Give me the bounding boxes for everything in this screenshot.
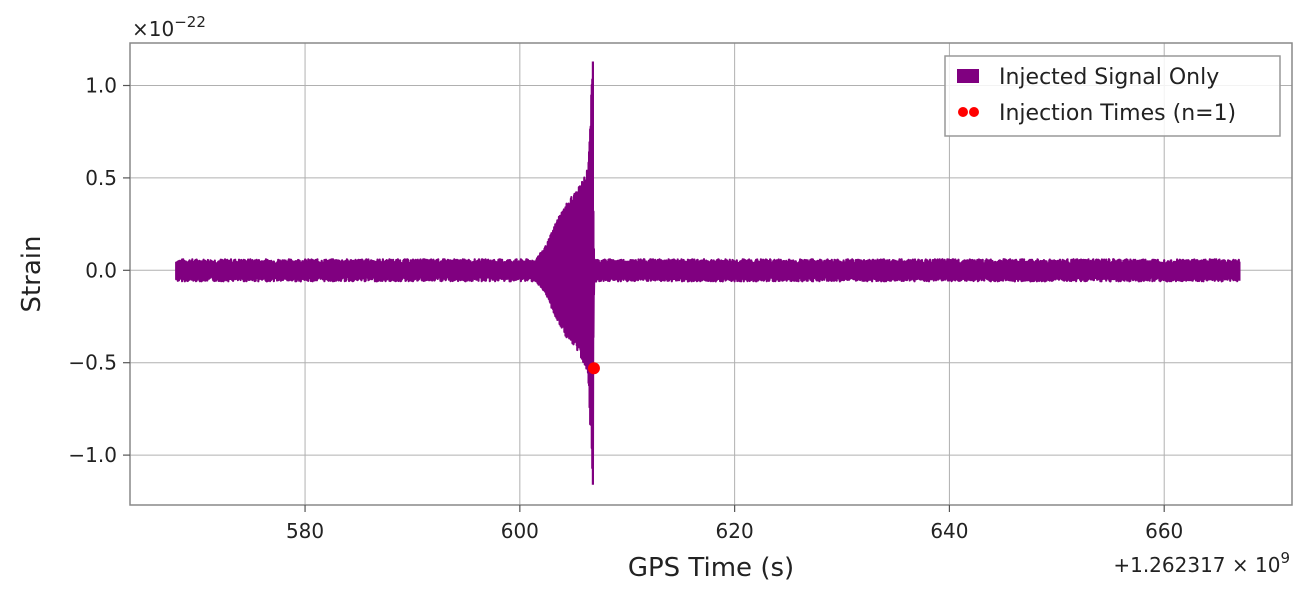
y-tick-label: 0.5 [85,166,117,190]
injection-point [587,362,600,375]
y-axis-label: Strain [17,235,47,312]
legend: Injected Signal Only Injection Times (n=… [944,55,1281,137]
series-layer [175,61,1241,485]
x-tick-label: 600 [501,519,539,543]
legend-label-signal: Injected Signal Only [999,65,1219,90]
x-ticks: 580 600 620 640 660 [286,505,1183,543]
y-multiplier: ×10−22 [132,13,206,41]
legend-marker-injection-b [969,107,979,117]
x-offset: +1.262317 × 109 [1113,549,1290,577]
y-tick-label: 0.0 [85,258,117,282]
x-tick-label: 580 [286,519,324,543]
plot-frame [129,42,1293,506]
y-tick-label: 1.0 [85,74,117,98]
legend-marker-injection-a [958,107,968,117]
x-axis-label: GPS Time (s) [628,553,794,583]
legend-swatch-signal [957,69,979,83]
x-tick-label: 640 [930,519,968,543]
y-ticks: 1.0 0.5 0.0 −0.5 −1.0 [68,74,130,467]
x-tick-label: 660 [1145,519,1183,543]
legend-box [944,55,1281,137]
x-tick-label: 620 [716,519,754,543]
signal-series-line [175,61,1241,485]
y-tick-label: −0.5 [68,351,117,375]
y-tick-label: −1.0 [68,443,117,467]
legend-label-injection: Injection Times (n=1) [999,101,1236,126]
